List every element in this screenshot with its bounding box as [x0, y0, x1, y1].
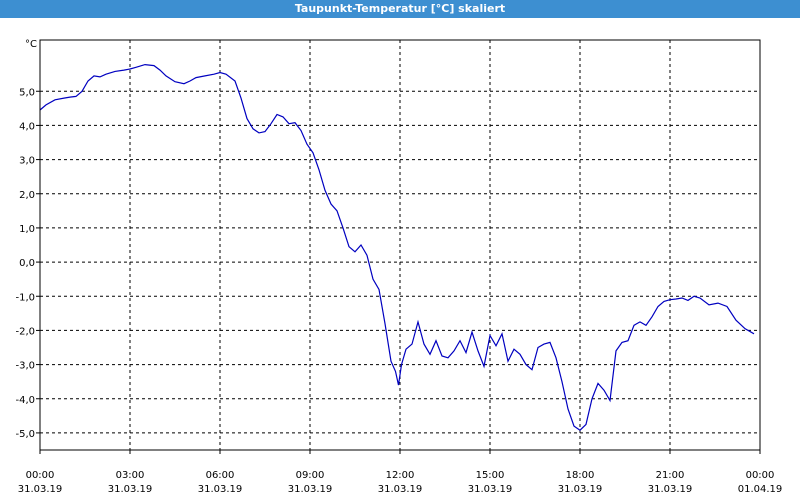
x-tick-date: 31.03.19: [558, 484, 603, 495]
y-tick-label: -2,0: [15, 326, 35, 337]
grid-lines: [36, 40, 761, 454]
x-tick-time: 09:00: [296, 470, 325, 481]
x-tick-date: 31.03.19: [108, 484, 153, 495]
x-tick-date: 31.03.19: [18, 484, 63, 495]
x-tick-date: 31.03.19: [288, 484, 333, 495]
x-tick-date: 31.03.19: [648, 484, 693, 495]
x-tick-date: 31.03.19: [468, 484, 513, 495]
y-tick-label: 4,0: [19, 121, 35, 132]
y-tick-label: 0,0: [19, 258, 35, 269]
window-title: Taupunkt-Temperatur [°C] skaliert: [0, 0, 800, 18]
x-tick-date: 31.03.19: [198, 484, 243, 495]
x-tick-time: 15:00: [476, 470, 505, 481]
y-tick-label: -1,0: [15, 292, 35, 303]
y-tick-label: 5,0: [19, 87, 35, 98]
y-axis-unit: °C: [25, 39, 37, 50]
x-tick-time: 00:00: [26, 470, 55, 481]
y-tick-label: -3,0: [15, 361, 35, 372]
x-tick-time: 21:00: [656, 470, 685, 481]
x-tick-date: 31.03.19: [378, 484, 423, 495]
x-tick-time: 12:00: [386, 470, 415, 481]
y-tick-label: 1,0: [19, 224, 35, 235]
x-tick-time: 18:00: [566, 470, 595, 481]
y-tick-label: 3,0: [19, 156, 35, 167]
x-tick-time: 03:00: [116, 470, 145, 481]
y-tick-label: -4,0: [15, 395, 35, 406]
x-tick-time: 06:00: [206, 470, 235, 481]
tick-labels: 5,0 4,0 3,0 2,0 1,0 0,0 -1,0 -2,0 -3,0 -4,0 -5,0 °C…: [15, 39, 782, 495]
dewpoint-chart: 5,0 4,0 3,0 2,0 1,0 0,0 -1,0 -2,0 -3,0 -4,0 -5,0 °C…: [15, 39, 782, 495]
y-tick-label: -5,0: [15, 429, 35, 440]
x-tick-date: 01.04.19: [738, 484, 783, 495]
dewpoint-line: [39, 63, 755, 431]
plot-frame: [39, 39, 761, 451]
x-tick-time: 00:00: [746, 470, 775, 481]
y-tick-label: 2,0: [19, 190, 35, 201]
